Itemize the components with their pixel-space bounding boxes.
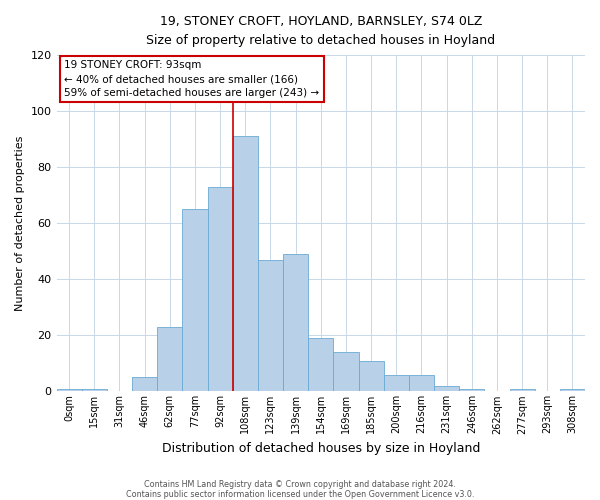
- X-axis label: Distribution of detached houses by size in Hoyland: Distribution of detached houses by size …: [161, 442, 480, 455]
- Bar: [383, 374, 409, 392]
- Bar: [132, 378, 157, 392]
- Bar: [459, 388, 484, 392]
- Bar: [182, 209, 208, 392]
- Text: Contains HM Land Registry data © Crown copyright and database right 2024.: Contains HM Land Registry data © Crown c…: [144, 480, 456, 489]
- Bar: [409, 374, 434, 392]
- Text: Contains public sector information licensed under the Open Government Licence v3: Contains public sector information licen…: [126, 490, 474, 499]
- Bar: [208, 187, 233, 392]
- Bar: [434, 386, 459, 392]
- Bar: [233, 136, 258, 392]
- Bar: [283, 254, 308, 392]
- Bar: [359, 360, 383, 392]
- Bar: [157, 327, 182, 392]
- Bar: [82, 388, 107, 392]
- Bar: [56, 388, 82, 392]
- Bar: [334, 352, 359, 392]
- Text: 19 STONEY CROFT: 93sqm
← 40% of detached houses are smaller (166)
59% of semi-de: 19 STONEY CROFT: 93sqm ← 40% of detached…: [64, 60, 320, 98]
- Title: 19, STONEY CROFT, HOYLAND, BARNSLEY, S74 0LZ
Size of property relative to detach: 19, STONEY CROFT, HOYLAND, BARNSLEY, S74…: [146, 15, 496, 47]
- Bar: [560, 388, 585, 392]
- Bar: [308, 338, 334, 392]
- Bar: [509, 388, 535, 392]
- Bar: [258, 260, 283, 392]
- Y-axis label: Number of detached properties: Number of detached properties: [15, 136, 25, 311]
